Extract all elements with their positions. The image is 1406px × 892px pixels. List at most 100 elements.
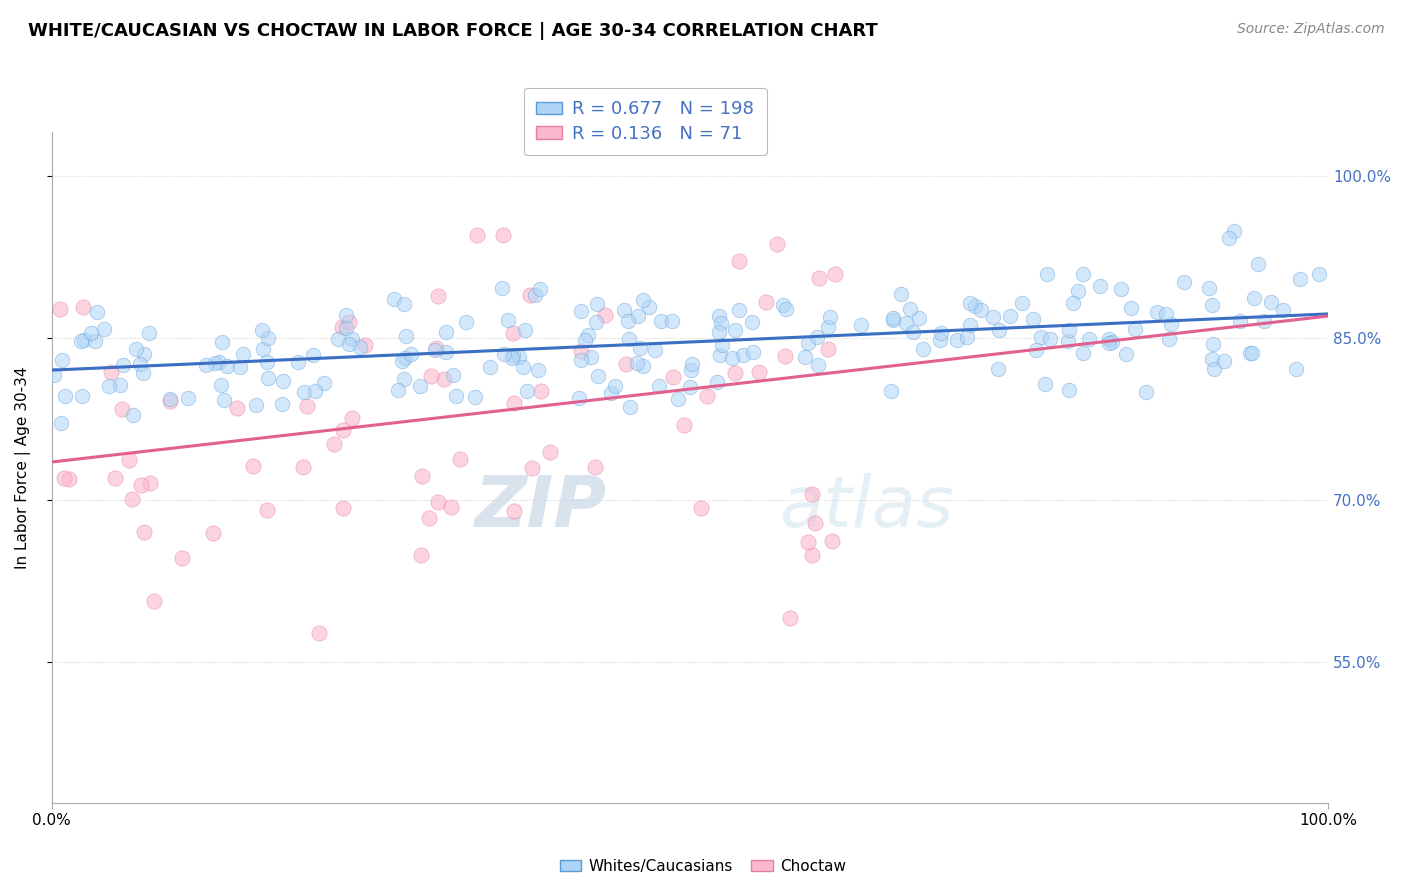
Point	[1057, 334, 1080, 349]
Point	[502, 504, 524, 518]
Point	[1071, 267, 1094, 281]
Point	[1101, 334, 1123, 349]
Point	[818, 310, 841, 324]
Point	[748, 365, 770, 379]
Point	[434, 344, 457, 359]
Point	[1088, 279, 1111, 293]
Point	[728, 253, 751, 268]
Point	[449, 452, 471, 467]
Point	[491, 281, 513, 295]
Point	[98, 379, 121, 393]
Point	[1202, 336, 1225, 351]
Point	[131, 478, 153, 492]
Point	[1066, 285, 1088, 299]
Point	[228, 360, 250, 375]
Point	[742, 345, 765, 359]
Point	[882, 310, 904, 325]
Point	[586, 297, 609, 311]
Point	[49, 416, 72, 430]
Point	[1154, 307, 1177, 321]
Point	[129, 358, 152, 372]
Point	[569, 343, 592, 358]
Point	[605, 379, 627, 393]
Point	[337, 315, 360, 329]
Point	[614, 357, 637, 371]
Point	[970, 303, 993, 318]
Point	[681, 357, 703, 371]
Point	[709, 348, 731, 362]
Point	[959, 296, 981, 310]
Point	[53, 389, 76, 403]
Point	[212, 393, 235, 408]
Point	[409, 548, 432, 562]
Point	[644, 343, 666, 358]
Text: atlas: atlas	[779, 473, 953, 542]
Point	[666, 392, 689, 406]
Point	[86, 305, 108, 319]
Point	[291, 459, 314, 474]
Point	[384, 292, 406, 306]
Point	[569, 304, 592, 318]
Point	[1098, 336, 1121, 351]
Point	[1239, 346, 1261, 360]
Point	[1247, 257, 1270, 271]
Point	[496, 313, 519, 327]
Point	[779, 611, 801, 625]
Point	[1218, 231, 1240, 245]
Point	[215, 359, 238, 374]
Point	[755, 294, 778, 309]
Point	[111, 358, 134, 372]
Point	[706, 375, 728, 389]
Point	[387, 383, 409, 397]
Point	[208, 355, 231, 369]
Point	[1057, 383, 1080, 397]
Point	[292, 385, 315, 400]
Point	[804, 516, 827, 530]
Point	[929, 333, 952, 347]
Y-axis label: In Labor Force | Age 30-34: In Labor Force | Age 30-34	[15, 366, 31, 569]
Point	[1229, 313, 1251, 327]
Point	[492, 228, 515, 243]
Point	[108, 378, 131, 392]
Point	[894, 317, 917, 331]
Point	[332, 501, 354, 516]
Point	[628, 341, 651, 355]
Point	[672, 418, 695, 433]
Point	[650, 314, 672, 328]
Point	[516, 384, 538, 398]
Point	[257, 371, 280, 385]
Point	[271, 396, 294, 410]
Point	[709, 309, 731, 323]
Point	[1198, 281, 1220, 295]
Point	[1025, 343, 1047, 357]
Point	[118, 453, 141, 467]
Point	[600, 385, 623, 400]
Point	[797, 335, 820, 350]
Point	[648, 378, 671, 392]
Point	[1071, 346, 1094, 360]
Point	[434, 325, 457, 339]
Point	[593, 308, 616, 322]
Point	[696, 389, 718, 403]
Point	[125, 342, 148, 356]
Point	[394, 297, 416, 311]
Point	[519, 288, 541, 302]
Point	[441, 368, 464, 383]
Point	[454, 315, 477, 329]
Point	[568, 391, 591, 405]
Point	[353, 338, 375, 352]
Point	[72, 389, 94, 403]
Point	[245, 398, 267, 412]
Point	[111, 401, 134, 416]
Point	[170, 551, 193, 566]
Point	[256, 354, 278, 368]
Point	[965, 300, 987, 314]
Point	[998, 310, 1021, 324]
Point	[797, 534, 820, 549]
Point	[419, 369, 441, 384]
Point	[502, 348, 524, 362]
Point	[335, 308, 357, 322]
Point	[1146, 305, 1168, 319]
Point	[51, 352, 73, 367]
Point	[690, 501, 713, 516]
